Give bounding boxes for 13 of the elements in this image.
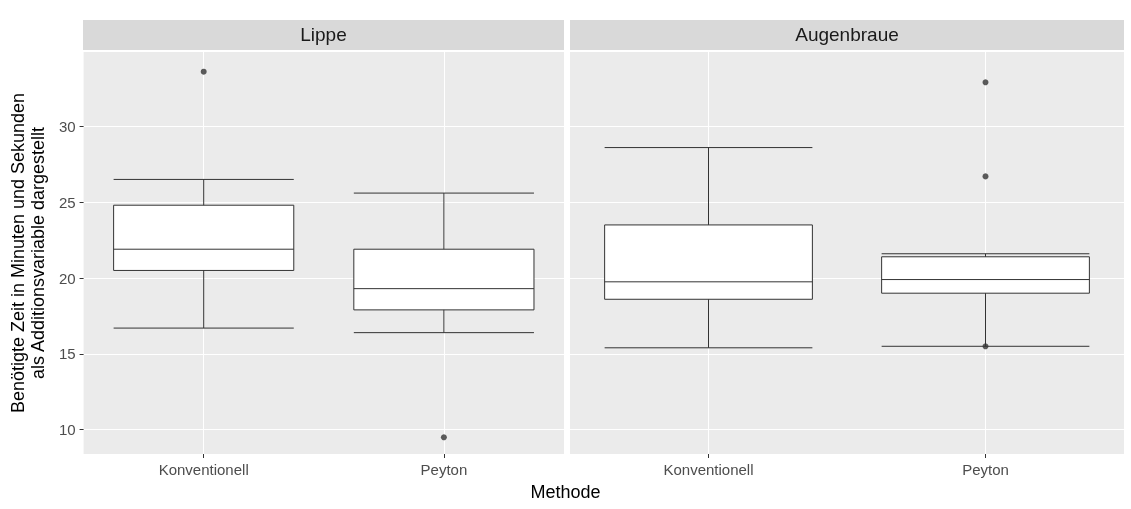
x-tick-label: Peyton bbox=[420, 461, 468, 478]
y-tick-label: 30 bbox=[58, 117, 76, 135]
y-tick-label: 10 bbox=[58, 421, 76, 439]
y-axis-title: Benötigte Zeit in Minuten und Sekunden als Additionsvariable dargestellt bbox=[8, 92, 48, 414]
x-tick-label: Konventionell bbox=[663, 461, 754, 478]
y-tick-label: 20 bbox=[58, 269, 76, 287]
x-tick-label: Konventionell bbox=[158, 461, 249, 478]
chart-title: Augenbraue bbox=[795, 24, 899, 45]
y-tick-label: 25 bbox=[58, 193, 76, 211]
y-tick-label: 15 bbox=[58, 345, 76, 363]
x-axis-title: Methode bbox=[529, 482, 602, 503]
chart-title: Lippe bbox=[300, 24, 347, 45]
x-tick-label: Peyton bbox=[962, 461, 1009, 478]
